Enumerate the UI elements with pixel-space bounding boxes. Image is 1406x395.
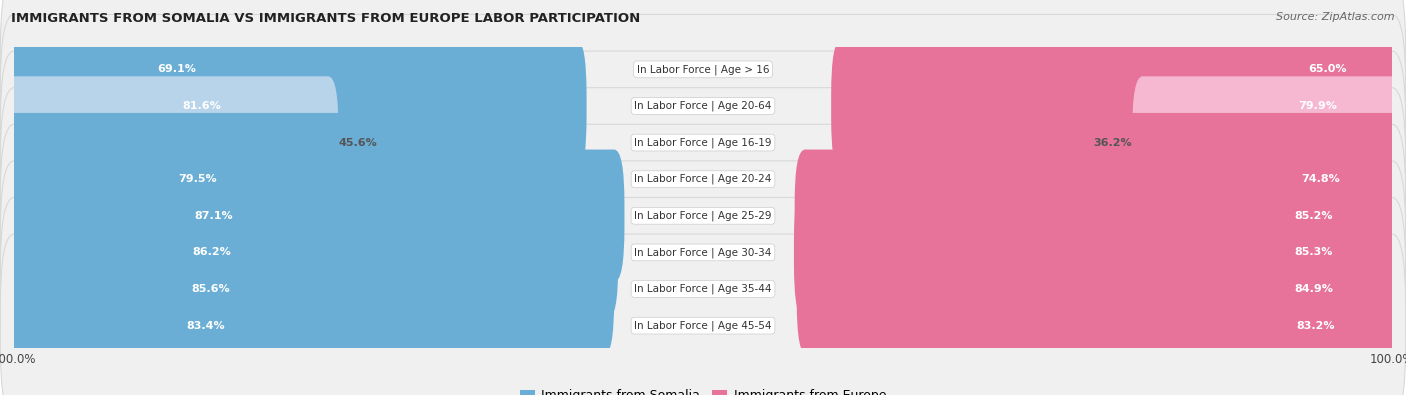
FancyBboxPatch shape (808, 260, 1402, 392)
Text: In Labor Force | Age 16-19: In Labor Force | Age 16-19 (634, 137, 772, 148)
Text: In Labor Force | Age 25-29: In Labor Force | Age 25-29 (634, 211, 772, 221)
Legend: Immigrants from Somalia, Immigrants from Europe: Immigrants from Somalia, Immigrants from… (515, 384, 891, 395)
Text: 65.0%: 65.0% (1309, 64, 1347, 74)
FancyBboxPatch shape (794, 150, 1402, 282)
Text: 69.1%: 69.1% (157, 64, 195, 74)
Text: Source: ZipAtlas.com: Source: ZipAtlas.com (1277, 12, 1395, 22)
FancyBboxPatch shape (0, 124, 1406, 307)
FancyBboxPatch shape (797, 223, 1402, 355)
FancyBboxPatch shape (0, 0, 1406, 161)
Text: 79.5%: 79.5% (179, 174, 217, 184)
Text: In Labor Force | Age 20-64: In Labor Force | Age 20-64 (634, 101, 772, 111)
Text: 81.6%: 81.6% (183, 101, 222, 111)
FancyBboxPatch shape (0, 198, 1406, 380)
Text: 86.2%: 86.2% (193, 247, 231, 258)
FancyBboxPatch shape (4, 113, 572, 245)
Text: In Labor Force | Age 20-24: In Labor Force | Age 20-24 (634, 174, 772, 184)
Text: In Labor Force | Age 35-44: In Labor Force | Age 35-44 (634, 284, 772, 294)
Text: 74.8%: 74.8% (1302, 174, 1340, 184)
FancyBboxPatch shape (0, 15, 1406, 198)
FancyBboxPatch shape (0, 234, 1406, 395)
Text: In Labor Force | Age 30-34: In Labor Force | Age 30-34 (634, 247, 772, 258)
Text: In Labor Force | Age > 16: In Labor Force | Age > 16 (637, 64, 769, 75)
FancyBboxPatch shape (4, 260, 599, 392)
FancyBboxPatch shape (794, 186, 1402, 319)
FancyBboxPatch shape (4, 40, 586, 172)
Text: In Labor Force | Age 45-54: In Labor Force | Age 45-54 (634, 320, 772, 331)
FancyBboxPatch shape (4, 223, 614, 355)
FancyBboxPatch shape (866, 113, 1402, 245)
FancyBboxPatch shape (4, 186, 619, 319)
Text: 84.9%: 84.9% (1295, 284, 1333, 294)
FancyBboxPatch shape (831, 40, 1402, 172)
FancyBboxPatch shape (4, 3, 501, 135)
FancyBboxPatch shape (0, 51, 1406, 234)
Text: 45.6%: 45.6% (339, 137, 377, 148)
FancyBboxPatch shape (934, 3, 1402, 135)
Text: 79.9%: 79.9% (1298, 101, 1337, 111)
Text: 83.4%: 83.4% (187, 321, 225, 331)
Text: 85.3%: 85.3% (1295, 247, 1333, 258)
FancyBboxPatch shape (0, 88, 1406, 271)
FancyBboxPatch shape (0, 161, 1406, 344)
FancyBboxPatch shape (4, 150, 624, 282)
Text: IMMIGRANTS FROM SOMALIA VS IMMIGRANTS FROM EUROPE LABOR PARTICIPATION: IMMIGRANTS FROM SOMALIA VS IMMIGRANTS FR… (11, 12, 641, 25)
Text: 85.2%: 85.2% (1295, 211, 1333, 221)
Text: 85.6%: 85.6% (191, 284, 229, 294)
Text: 36.2%: 36.2% (1094, 137, 1132, 148)
Text: 87.1%: 87.1% (194, 211, 233, 221)
FancyBboxPatch shape (4, 76, 339, 209)
FancyBboxPatch shape (1132, 76, 1402, 209)
Text: 83.2%: 83.2% (1296, 321, 1334, 331)
